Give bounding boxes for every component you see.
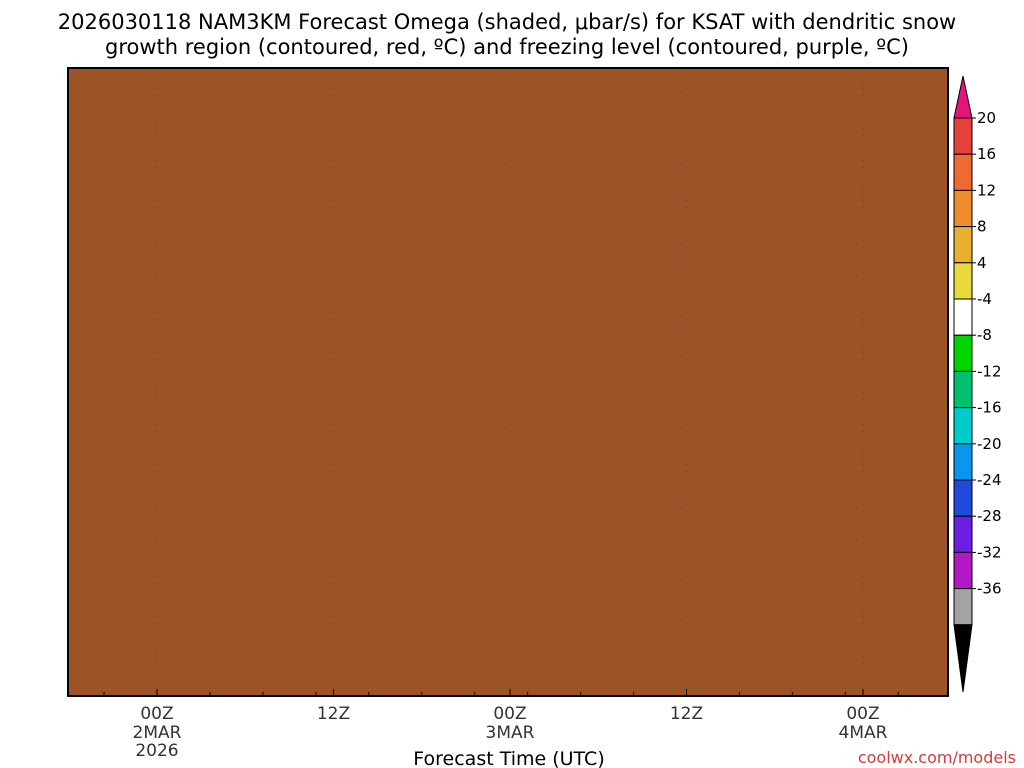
colorbar-label-10: -24 (977, 471, 1002, 489)
colorbar-segment-6 (953, 334, 973, 372)
x-tick-date-0: 2MAR (133, 723, 182, 743)
colorbar-segment-1 (953, 153, 973, 191)
chart-title-line-1: 2026030118 NAM3KM Forecast Omega (shaded… (58, 10, 956, 34)
ground-fill (68, 68, 948, 696)
chart-title-line-2: growth region (contoured, red, ºC) and f… (105, 35, 909, 59)
colorbar-segment-13 (953, 588, 973, 626)
x-tick-label-2: 00Z (493, 704, 526, 724)
colorbar-segment-5 (953, 298, 973, 336)
colorbar-label-0: 20 (977, 109, 996, 127)
colorbar-segment-8 (953, 407, 973, 445)
x-tick-year-0: 2026 (135, 741, 178, 761)
x-tick-date-4: 4MAR (839, 723, 888, 743)
colorbar-segment-2 (953, 189, 973, 228)
colorbar-label-7: -12 (977, 362, 1002, 380)
x-tick-label-1: 12Z (317, 704, 350, 724)
colorbar-label-11: -28 (977, 507, 1002, 525)
colorbar-label-4: 4 (977, 254, 987, 272)
x-tick-label-3: 12Z (670, 704, 703, 724)
plot-frame (67, 67, 949, 697)
colorbar-segment-3 (953, 226, 973, 264)
colorbar-segment-4 (953, 262, 973, 300)
colorbar-segment-12 (953, 551, 973, 590)
x-axis-label: Forecast Time (UTC) (413, 748, 604, 768)
colorbar-label-8: -16 (977, 399, 1002, 417)
colorbar-segment-0 (953, 117, 973, 155)
colorbar-label-9: -20 (977, 435, 1002, 453)
colorbar-segment-9 (953, 443, 973, 481)
credit-text: coolwx.com/models (858, 748, 1016, 767)
x-tick-label-4: 00Z (846, 704, 879, 724)
colorbar-label-13: -36 (977, 580, 1002, 598)
colorbar-segment-7 (953, 370, 973, 409)
colorbar-top-arrow (953, 75, 973, 119)
colorbar-label-5: -4 (977, 290, 992, 308)
colorbar-bottom-arrow (953, 624, 973, 693)
colorbar-label-12: -32 (977, 543, 1002, 561)
colorbar-segment-11 (953, 515, 973, 553)
plot-area (68, 68, 948, 696)
x-tick-date-2: 3MAR (486, 723, 535, 743)
colorbar-label-6: -8 (977, 326, 992, 344)
colorbar-label-2: 12 (977, 181, 996, 199)
x-tick-label-0: 00Z (140, 704, 173, 724)
colorbar-label-1: 16 (977, 145, 996, 163)
colorbar: 20 16 12 8 4 -4 -8 -12 -16 -20 -24 -28 -32 -36 (953, 75, 1002, 693)
colorbar-label-3: 8 (977, 218, 987, 236)
colorbar-segment-10 (953, 479, 973, 517)
